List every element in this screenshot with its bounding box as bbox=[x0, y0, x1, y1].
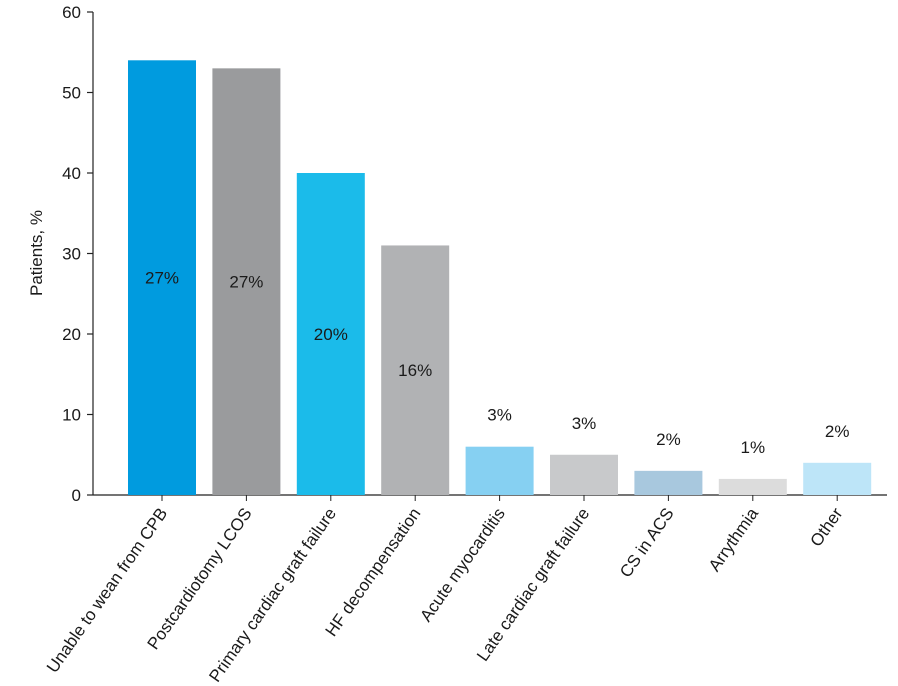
x-category-label: Unable to wean from CPB bbox=[43, 504, 171, 676]
bar bbox=[381, 245, 450, 495]
data-labels: 27% 27% 20% 16% 3% 3% 2% 1% 2% bbox=[145, 269, 850, 457]
bar bbox=[634, 470, 703, 495]
y-tick-label: 50 bbox=[62, 84, 81, 103]
bar bbox=[803, 462, 872, 495]
x-category-label: Other bbox=[807, 504, 847, 550]
data-label: 2% bbox=[825, 422, 850, 441]
y-tick-label: 20 bbox=[62, 325, 81, 344]
bar bbox=[296, 173, 365, 495]
data-label: 20% bbox=[314, 325, 348, 344]
data-label: 1% bbox=[741, 438, 766, 457]
data-label: 16% bbox=[398, 361, 432, 380]
data-label: 3% bbox=[572, 414, 597, 433]
bar bbox=[212, 68, 281, 495]
x-category-label: CS in ACS bbox=[616, 504, 678, 581]
bar bbox=[128, 60, 196, 496]
data-label: 27% bbox=[145, 269, 179, 288]
x-category-label: Acute myocarditis bbox=[416, 504, 509, 625]
bar bbox=[718, 478, 787, 495]
data-label: 3% bbox=[487, 406, 512, 425]
y-axis-label: Patients, % bbox=[27, 210, 46, 296]
data-label: 2% bbox=[656, 430, 681, 449]
y-tick-label: 10 bbox=[62, 406, 81, 425]
y-tick-label: 40 bbox=[62, 164, 81, 183]
y-tick-label: 0 bbox=[72, 486, 81, 505]
x-category-label: HF decompensation bbox=[322, 504, 425, 640]
bars bbox=[128, 60, 872, 496]
y-tick-label: 60 bbox=[62, 3, 81, 22]
data-label: 27% bbox=[229, 273, 263, 292]
bar bbox=[550, 454, 618, 495]
y-tick-label: 30 bbox=[62, 245, 81, 264]
bar bbox=[465, 446, 534, 495]
x-category-label: Arrythmia bbox=[705, 504, 763, 575]
